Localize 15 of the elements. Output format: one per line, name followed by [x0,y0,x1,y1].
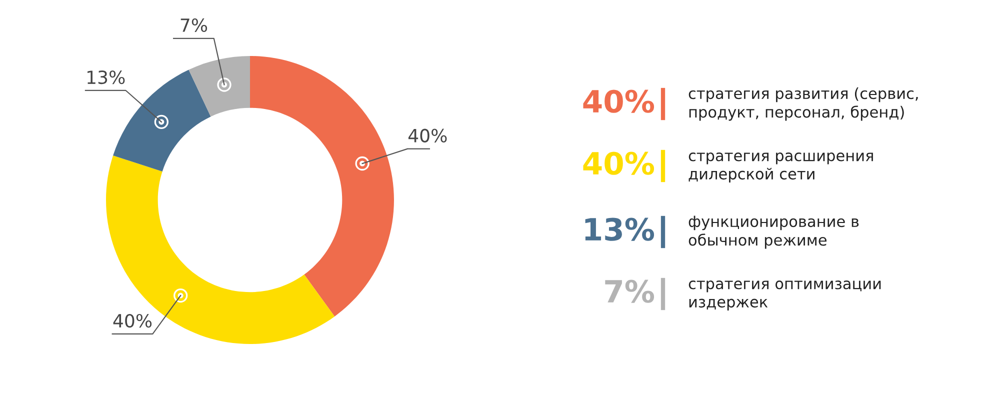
legend-label: стратегия расширения дилерской сети [688,152,873,183]
text: 7% [605,280,654,303]
text: 40% [583,152,654,175]
data-label: 7% [180,18,208,32]
data-label: 40% [113,314,152,328]
donut-slice [188,56,250,117]
legend-label: стратегия оптимизации издержек [688,280,881,311]
data-label: 40% [408,128,447,142]
legend-label: стратегия развития (сервис, продукт, персонал, бренд) [688,87,918,121]
donut-slice [250,56,394,316]
legend-label: функционирование в обычном режиме [688,216,859,249]
donut-slice [106,156,335,344]
text: 40% [583,90,654,113]
data-label: 13% [88,70,125,84]
text: 13% [585,218,654,241]
